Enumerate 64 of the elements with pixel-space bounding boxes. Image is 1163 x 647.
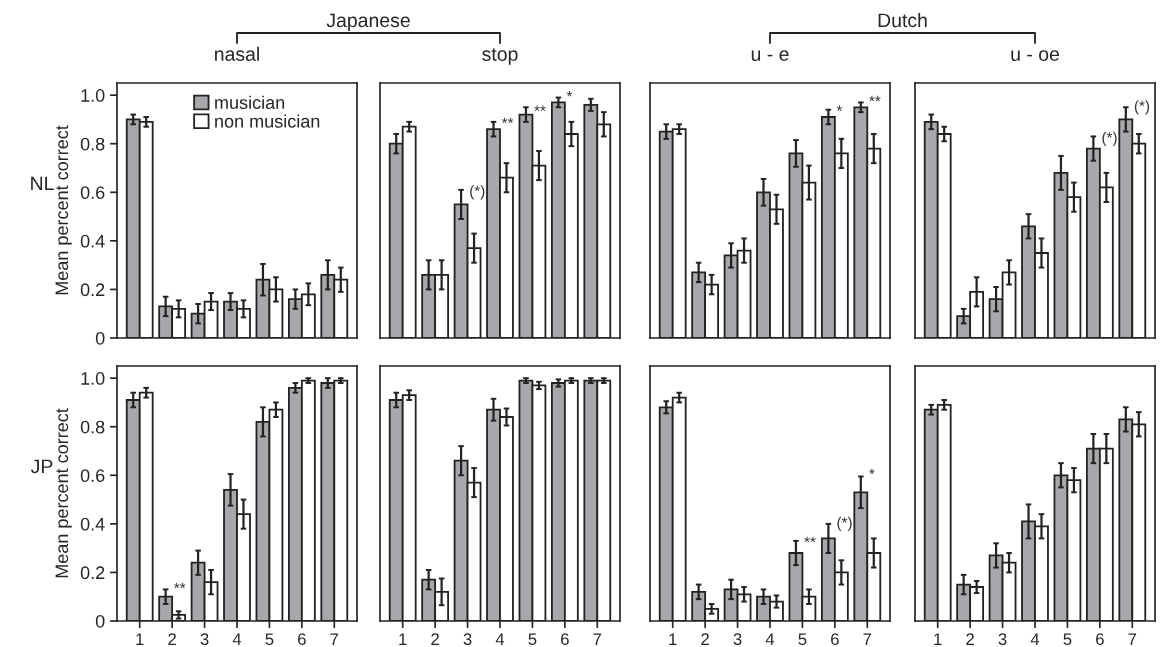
x-tick-label: 6 <box>298 633 306 646</box>
y-tick-label: 0.8 <box>80 420 105 434</box>
x-tick-label: 7 <box>1128 633 1137 645</box>
text: JP <box>30 459 53 474</box>
chart-title: nasal <box>215 46 259 61</box>
x-tick-label: 2 <box>701 633 709 645</box>
x-tick-label: 3 <box>998 633 1007 646</box>
x-tick-label: 4 <box>1030 633 1040 645</box>
x-tick-label: 5 <box>1063 633 1072 646</box>
x-tick-label: 4 <box>232 633 242 645</box>
y-tick-label: 0.4 <box>80 234 105 248</box>
y-tick-label: 0.6 <box>80 186 105 200</box>
x-tick-label: 5 <box>798 633 807 646</box>
x-tick-label: 6 <box>831 633 839 646</box>
annotation: * <box>836 105 843 111</box>
chart-title: stop <box>482 48 518 65</box>
annotation: (*) <box>1102 131 1117 146</box>
text: Japanese <box>326 13 410 32</box>
annotation: * <box>869 468 875 475</box>
legend-label: non musician <box>215 114 320 128</box>
x-tick-label: 4 <box>765 633 775 645</box>
x-tick-label: 1 <box>934 633 942 645</box>
annotation: ** <box>174 582 186 589</box>
annotation: ** <box>804 536 816 543</box>
annotation: ** <box>534 105 546 111</box>
x-tick-label: 3 <box>733 633 742 646</box>
x-tick-label: 2 <box>168 633 176 645</box>
x-tick-label: 2 <box>966 633 974 645</box>
x-tick-label: 5 <box>528 633 537 646</box>
x-tick-label: 4 <box>495 633 505 645</box>
y-tick-label: 1.0 <box>81 89 105 102</box>
x-tick-label: 7 <box>593 633 602 645</box>
y-tick-label: 0.2 <box>80 283 105 297</box>
annotation: (*) <box>837 516 852 531</box>
x-tick-label: 1 <box>399 633 407 645</box>
chart-title: u - e <box>751 50 789 61</box>
x-tick-label: 2 <box>431 633 439 645</box>
x-tick-label: 3 <box>463 633 472 646</box>
y-tick-label: 0.6 <box>80 469 105 483</box>
legend-label: musician <box>215 95 285 109</box>
annotation: (*) <box>470 185 485 200</box>
x-tick-label: 1 <box>669 633 677 645</box>
x-tick-label: 7 <box>863 633 872 645</box>
x-tick-label: 6 <box>561 633 569 646</box>
y-tick-label: 1.0 <box>81 372 105 385</box>
x-tick-label: 3 <box>200 633 209 646</box>
y-tick-label: 0.2 <box>80 566 105 580</box>
annotation: (*) <box>1134 100 1150 115</box>
x-tick-label: 6 <box>1096 633 1104 646</box>
text: NL <box>31 176 54 191</box>
y-tick-label: 0 <box>95 331 105 345</box>
y-axis-title: Mean percent correct <box>55 408 72 578</box>
y-tick-label: 0 <box>95 614 105 628</box>
text: Dutch <box>878 12 927 28</box>
y-tick-label: 0.8 <box>80 137 105 151</box>
x-tick-label: 7 <box>330 633 339 645</box>
x-tick-label: 5 <box>265 633 274 646</box>
annotation: * <box>566 91 573 97</box>
x-tick-label: 1 <box>136 633 144 645</box>
chart-title: u - oe <box>1011 50 1059 61</box>
y-axis-title: Mean percent correct <box>55 125 72 295</box>
y-tick-label: 0.4 <box>80 517 105 531</box>
annotation: ** <box>501 117 514 124</box>
annotation: ** <box>869 95 881 102</box>
